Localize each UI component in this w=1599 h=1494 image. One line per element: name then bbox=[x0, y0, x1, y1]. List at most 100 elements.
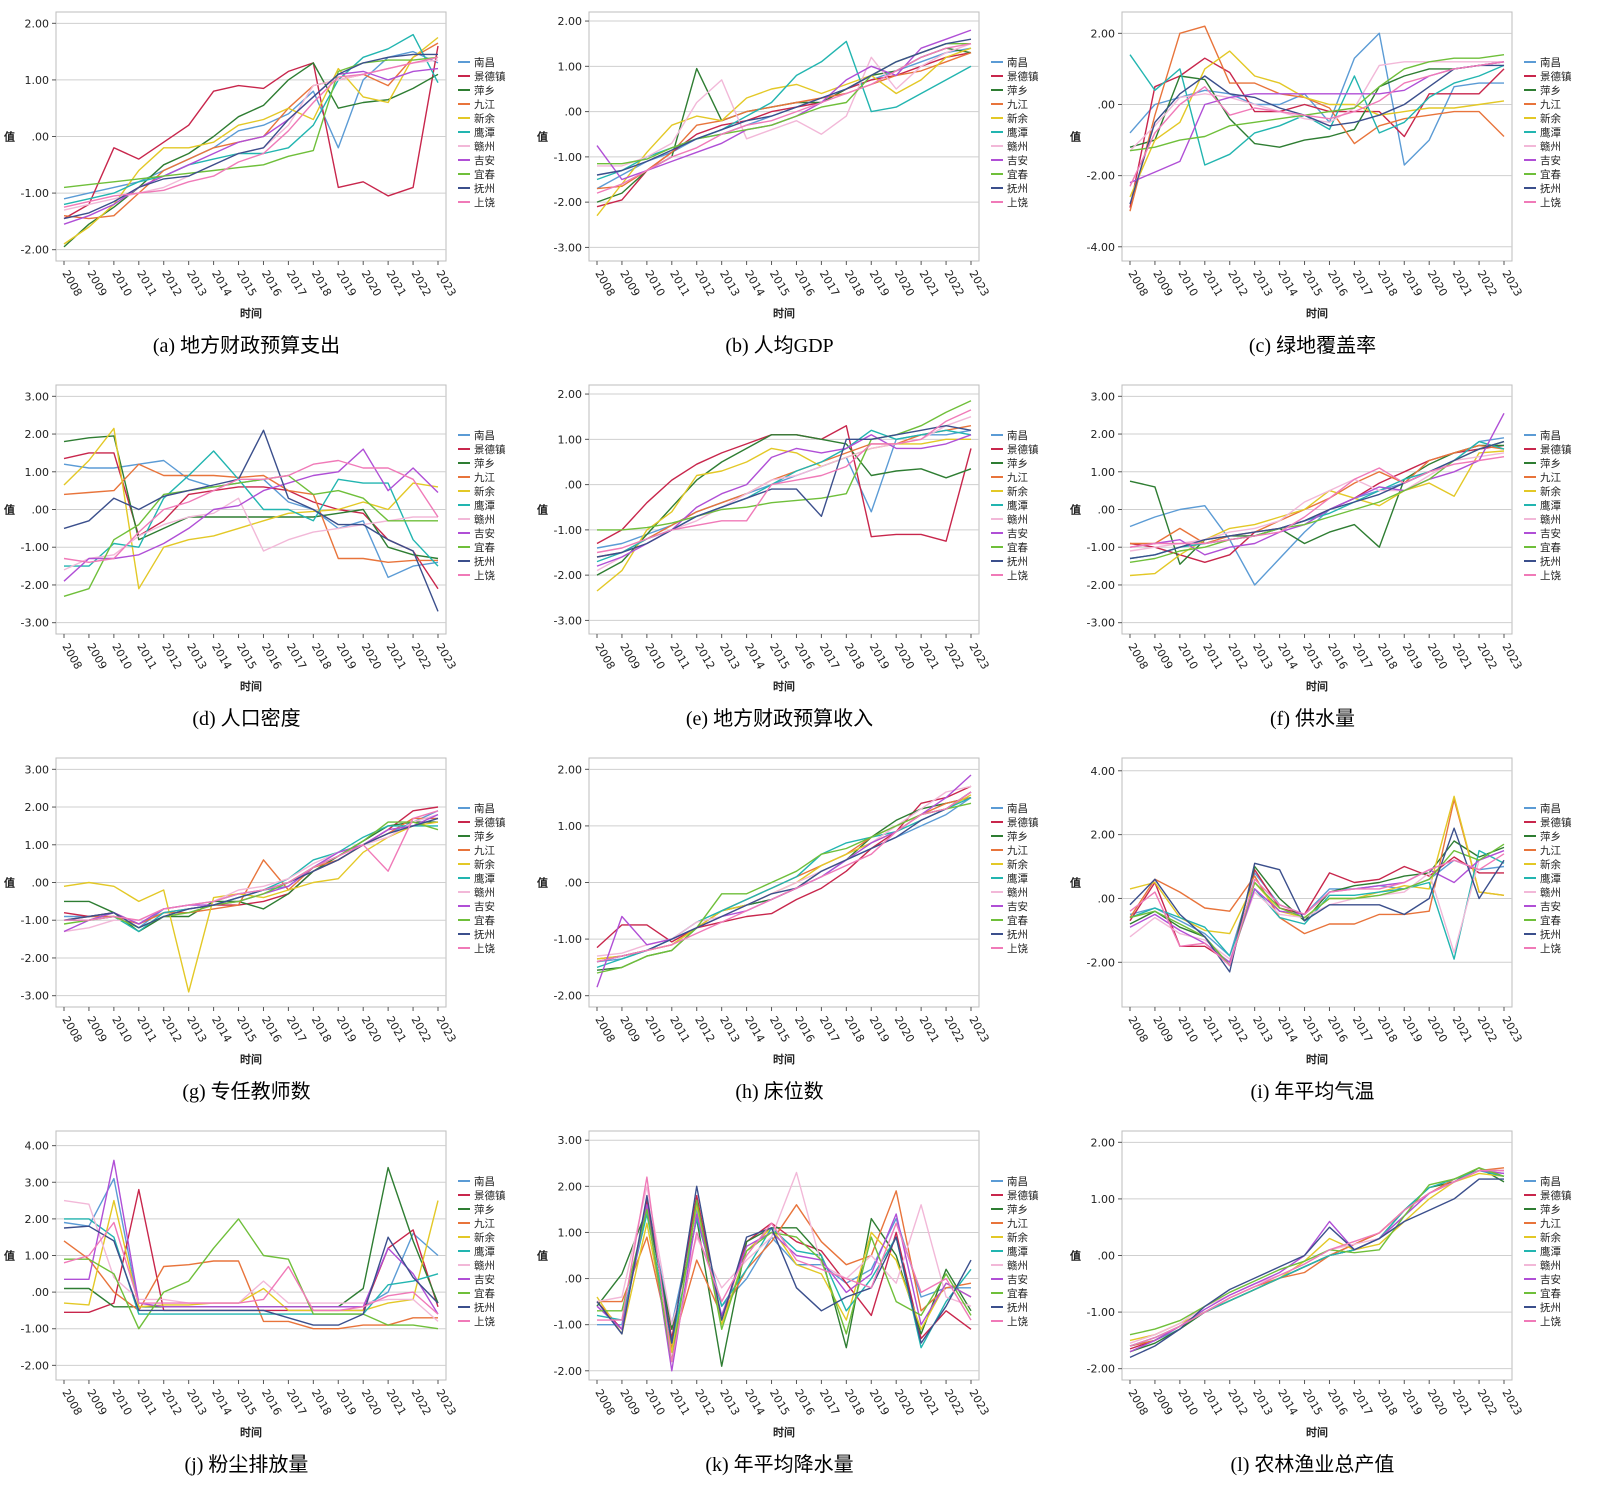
legend-label: 吉安 bbox=[1007, 154, 1028, 167]
x-tick-label: 2010 bbox=[109, 1387, 134, 1418]
series-line-5 bbox=[1129, 849, 1505, 960]
x-tick-label: 2023 bbox=[1499, 268, 1524, 299]
legend-label: 新余 bbox=[474, 485, 495, 498]
legend-label: 吉安 bbox=[474, 900, 495, 913]
series-line-1 bbox=[1129, 57, 1505, 208]
y-tick-label: -1.00 bbox=[554, 933, 582, 946]
legend-label: 抚州 bbox=[474, 929, 495, 941]
legend-label: 九江 bbox=[474, 845, 495, 857]
x-tick-label: 2008 bbox=[1125, 268, 1150, 299]
legend-label: 上饶 bbox=[1007, 1315, 1029, 1328]
legend-label: 新余 bbox=[474, 112, 495, 125]
legend-label: 鹰潭 bbox=[1540, 499, 1561, 512]
x-tick-label: 2013 bbox=[1250, 1014, 1275, 1045]
series-line-2 bbox=[1129, 61, 1505, 148]
y-tick-label: -1.00 bbox=[21, 1323, 49, 1336]
x-tick-label: 2009 bbox=[1150, 1387, 1175, 1418]
x-tick-label: 2020 bbox=[892, 641, 917, 672]
x-tick-label: 2013 bbox=[184, 268, 209, 299]
x-tick-label: 2019 bbox=[1400, 268, 1425, 299]
x-tick-label: 2019 bbox=[334, 641, 359, 672]
y-tick-label: -2.00 bbox=[554, 990, 582, 1003]
x-tick-label: 2018 bbox=[309, 1387, 334, 1418]
y-tick-label: -1.00 bbox=[1087, 541, 1115, 554]
series-line-9 bbox=[63, 817, 439, 929]
legend-label: 赣州 bbox=[474, 1259, 495, 1272]
x-tick-label: 2010 bbox=[1175, 1014, 1200, 1045]
x-tick-label: 2018 bbox=[309, 641, 334, 672]
y-tick-label: -3.00 bbox=[21, 990, 49, 1003]
legend-label: 九江 bbox=[1540, 1218, 1562, 1230]
x-tick-label: 2021 bbox=[1450, 1387, 1475, 1418]
x-tick-label: 2015 bbox=[1300, 641, 1325, 672]
legend-label: 吉安 bbox=[1540, 900, 1561, 913]
legend-label: 景德镇 bbox=[1007, 443, 1039, 456]
series-line-8 bbox=[1129, 54, 1505, 152]
x-tick-label: 2018 bbox=[1375, 641, 1400, 672]
series-line-9 bbox=[1129, 827, 1505, 973]
legend-label: 萍乡 bbox=[474, 85, 495, 97]
x-tick-label: 2019 bbox=[867, 268, 892, 299]
legend-label: 九江 bbox=[1540, 99, 1562, 111]
y-tick-label: .00 bbox=[1098, 892, 1116, 905]
x-tick-label: 2008 bbox=[1125, 1387, 1150, 1418]
x-tick-label: 2011 bbox=[667, 641, 692, 672]
x-axis-title: 时间 bbox=[773, 1425, 795, 1439]
legend-label: 南昌 bbox=[1007, 802, 1028, 815]
series-line-8 bbox=[1129, 440, 1505, 563]
legend-label: 鹰潭 bbox=[474, 872, 495, 885]
legend-label: 抚州 bbox=[1007, 183, 1028, 195]
legend-label: 鹰潭 bbox=[474, 126, 495, 139]
legend-label: 鹰潭 bbox=[474, 499, 495, 512]
x-tick-label: 2010 bbox=[109, 1014, 134, 1045]
y-tick-label: .00 bbox=[1098, 98, 1116, 111]
x-tick-label: 2017 bbox=[284, 268, 309, 299]
y-tick-label: 3.00 bbox=[25, 390, 50, 403]
x-tick-label: 2014 bbox=[1275, 1014, 1300, 1045]
x-tick-label: 2009 bbox=[1150, 1014, 1175, 1045]
legend-label: 萍乡 bbox=[474, 1204, 495, 1216]
legend-label: 新余 bbox=[1007, 1231, 1029, 1244]
legend-label: 九江 bbox=[1007, 472, 1029, 484]
series-line-5 bbox=[1129, 54, 1505, 166]
x-tick-label: 2017 bbox=[284, 641, 309, 672]
x-tick-label: 2023 bbox=[433, 268, 458, 299]
x-tick-label: 2019 bbox=[867, 1014, 892, 1045]
y-tick-label: -3.00 bbox=[554, 241, 582, 254]
x-tick-label: 2015 bbox=[767, 268, 792, 299]
x-tick-label: 2010 bbox=[642, 641, 667, 672]
legend-label: 萍乡 bbox=[1540, 458, 1561, 470]
y-tick-label: 1.00 bbox=[1091, 466, 1116, 479]
series-line-4 bbox=[63, 1199, 439, 1312]
y-tick-label: -1.00 bbox=[21, 914, 49, 927]
legend-label: 吉安 bbox=[474, 154, 495, 167]
x-tick-label: 2022 bbox=[1474, 268, 1499, 299]
x-tick-label: 2013 bbox=[1250, 1387, 1275, 1418]
x-tick-label: 2014 bbox=[1275, 268, 1300, 299]
y-tick-label: 2.00 bbox=[1091, 428, 1116, 441]
x-tick-label: 2020 bbox=[892, 1387, 917, 1418]
x-tick-label: 2009 bbox=[617, 268, 642, 299]
y-tick-label: -2.00 bbox=[554, 1365, 582, 1378]
x-tick-label: 2015 bbox=[767, 1014, 792, 1045]
x-tick-label: 2013 bbox=[184, 641, 209, 672]
x-tick-label: 2012 bbox=[692, 1387, 717, 1418]
x-tick-label: 2017 bbox=[817, 641, 842, 672]
x-tick-label: 2010 bbox=[642, 1014, 667, 1045]
legend-label: 九江 bbox=[1540, 472, 1562, 484]
x-tick-label: 2016 bbox=[792, 268, 817, 299]
legend-label: 上饶 bbox=[1007, 569, 1029, 582]
chart-panel-8: -2.00 .00 2.00 4.00 2008 2009 2010 2011 2012 2013… bbox=[1070, 757, 1572, 1103]
x-tick-label: 2011 bbox=[134, 641, 159, 672]
x-tick-label: 2021 bbox=[384, 1387, 409, 1418]
legend-label: 九江 bbox=[1540, 845, 1562, 857]
y-tick-label: 3.00 bbox=[25, 763, 50, 776]
x-tick-label: 2013 bbox=[184, 1387, 209, 1418]
series-line-2 bbox=[63, 435, 439, 560]
x-tick-label: 2008 bbox=[59, 641, 84, 672]
x-tick-label: 2010 bbox=[109, 268, 134, 299]
y-tick-label: 1.00 bbox=[25, 839, 50, 852]
x-axis-title: 时间 bbox=[240, 306, 262, 320]
